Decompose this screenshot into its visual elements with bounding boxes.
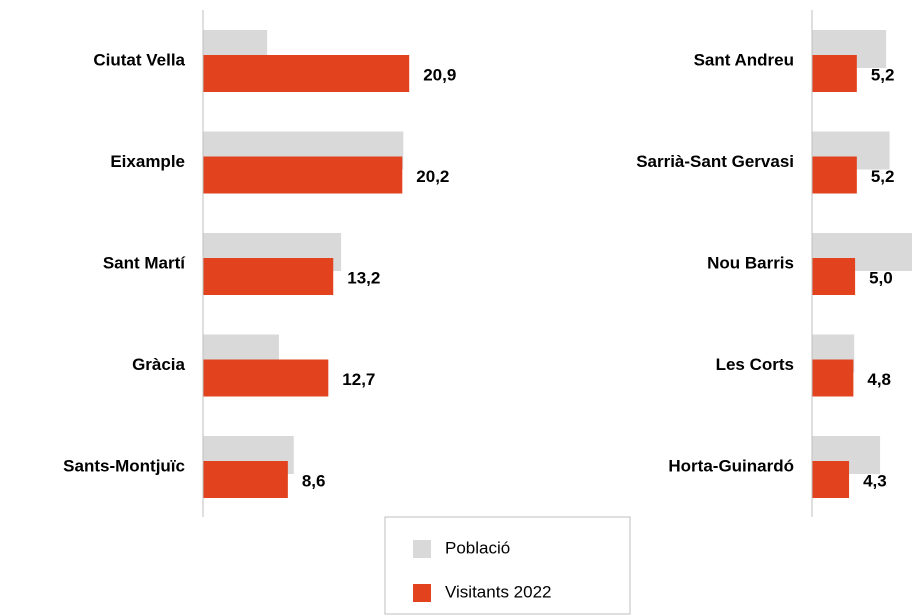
value-label: 5,0 [869,268,893,287]
value-label: 13,2 [347,268,380,287]
bar [812,55,857,92]
legend-swatch [413,540,431,558]
bar [203,55,410,92]
bar [203,359,329,397]
category-label: Sant Andreu [694,50,794,69]
category-label: Ciutat Vella [93,50,185,69]
bar [203,461,288,498]
bar [812,359,854,397]
bar [812,156,857,194]
value-label: 4,8 [867,370,891,389]
value-label: 5,2 [871,167,895,186]
legend-swatch [413,584,431,602]
bar [203,156,403,194]
category-label: Eixample [110,152,185,171]
category-label: Nou Barris [707,253,794,272]
legend-label: Visitants 2022 [445,582,551,601]
value-label: 5,2 [871,65,895,84]
value-label: 12,7 [342,370,375,389]
category-label: Gràcia [132,355,185,374]
category-label: Sant Martí [103,253,186,272]
category-label: Sants-Montjuïc [63,456,185,475]
value-label: 4,3 [863,471,887,490]
category-label: Sarrià-Sant Gervasi [636,152,794,171]
legend-label: Població [445,538,510,557]
value-label: 20,2 [416,167,449,186]
bar [203,258,334,295]
bar [812,258,856,295]
value-label: 20,9 [423,65,456,84]
category-label: Horta-Guinardó [668,456,794,475]
bar [812,461,850,498]
value-label: 8,6 [302,471,326,490]
category-label: Les Corts [716,355,794,374]
